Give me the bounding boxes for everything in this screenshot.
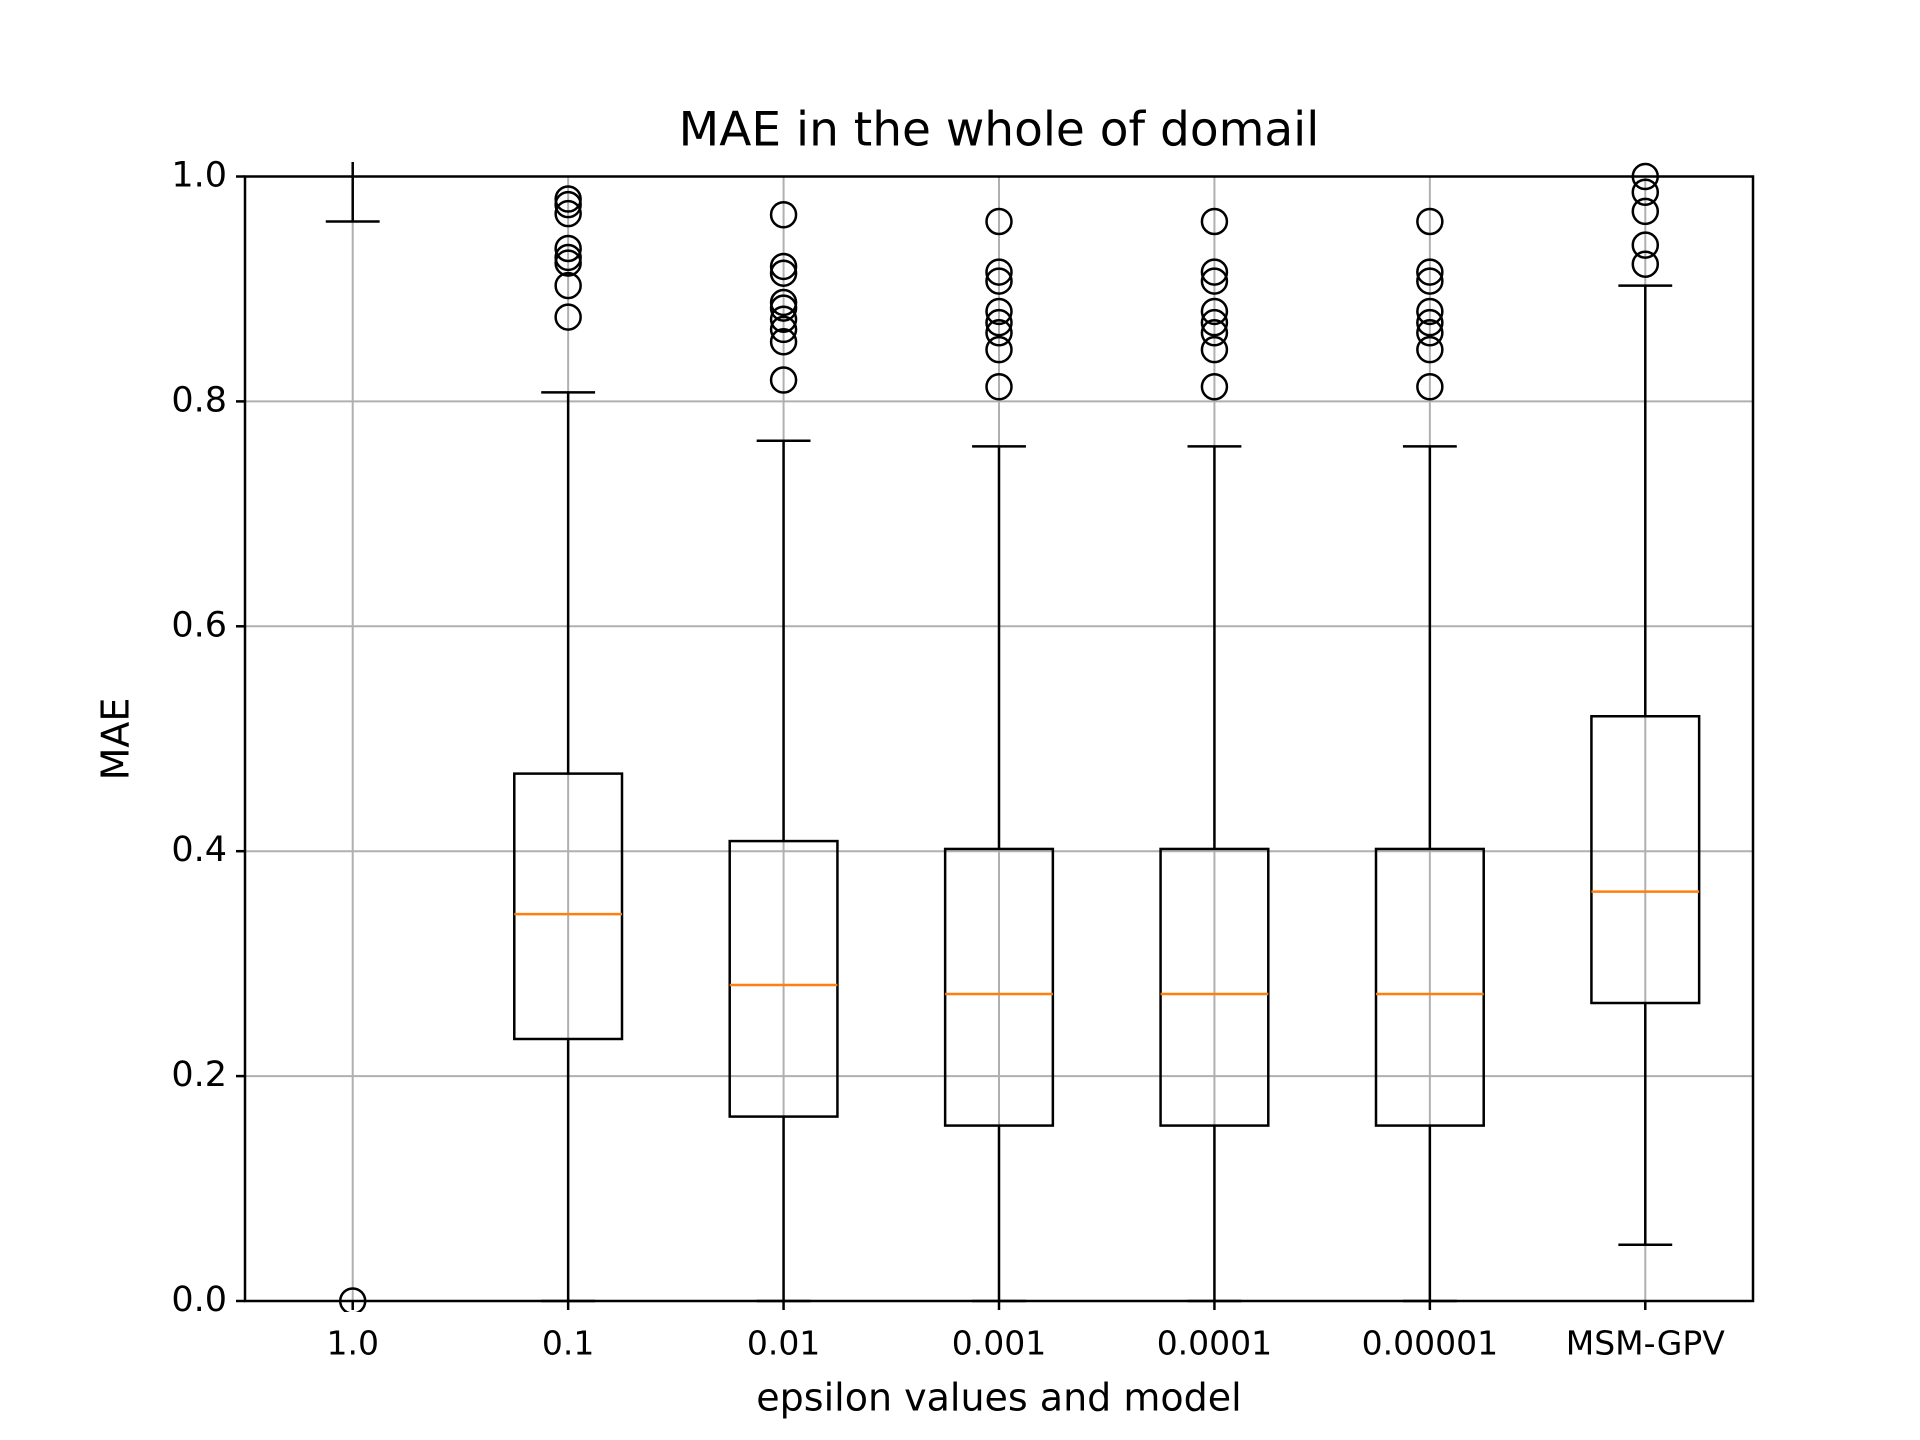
x-tick-label: 0.1 — [542, 1324, 594, 1363]
flier — [1416, 258, 1444, 286]
flier — [1416, 335, 1444, 364]
flier — [1416, 319, 1444, 347]
flier — [554, 234, 582, 263]
flier — [985, 319, 1013, 347]
x-tick-label: 0.00001 — [1362, 1324, 1498, 1363]
flier — [1200, 258, 1229, 286]
flier — [769, 200, 798, 229]
flier — [985, 373, 1013, 401]
box — [728, 839, 839, 1118]
flier — [1416, 308, 1444, 337]
flier — [769, 259, 798, 287]
flier — [1200, 308, 1229, 337]
box — [943, 847, 1055, 1127]
flier — [554, 271, 582, 300]
flier — [1416, 267, 1444, 295]
flier — [554, 303, 582, 331]
flier — [769, 366, 798, 394]
box — [1590, 715, 1701, 1005]
flier — [1200, 335, 1229, 364]
plot-area — [299, 0, 1701, 1312]
flier — [1200, 297, 1229, 326]
flier — [769, 252, 798, 281]
flier — [985, 308, 1013, 337]
flier — [1200, 373, 1229, 401]
y-tick-label: 0.4 — [171, 830, 227, 870]
flier — [1200, 319, 1229, 347]
flier — [769, 315, 798, 344]
y-tick-label: 0.8 — [171, 380, 227, 420]
flier — [1631, 250, 1660, 278]
flier — [1631, 231, 1660, 259]
flier — [1416, 373, 1444, 401]
flier — [1416, 297, 1444, 326]
x-tick-label: MSM-GPV — [1566, 1324, 1725, 1363]
x-tick-label: 0.001 — [952, 1324, 1046, 1363]
flier — [769, 328, 798, 356]
box — [1374, 847, 1485, 1127]
flier — [1631, 197, 1660, 226]
box — [513, 772, 624, 1041]
x-tick-label: 1.0 — [326, 1324, 378, 1363]
x-axis-label: epsilon values and model — [756, 1376, 1241, 1420]
chart-title: MAE in the whole of domail — [679, 103, 1320, 158]
y-tick-label: 0.0 — [171, 1280, 227, 1320]
flier — [985, 267, 1013, 295]
flier — [554, 243, 582, 272]
flier — [1200, 267, 1229, 295]
flier — [769, 288, 798, 317]
box — [1159, 847, 1270, 1127]
flier — [985, 335, 1013, 364]
y-tick-label: 0.2 — [171, 1055, 227, 1095]
flier — [985, 297, 1013, 326]
x-tick-label: 0.01 — [747, 1324, 820, 1363]
flier — [985, 207, 1013, 236]
flier — [554, 185, 582, 213]
flier — [1200, 207, 1229, 236]
x-tick-label: 0.0001 — [1157, 1324, 1272, 1363]
flier — [769, 305, 798, 334]
flier — [1631, 178, 1660, 206]
flier — [985, 258, 1013, 286]
y-axis-label: MAE — [94, 698, 138, 781]
flier — [554, 199, 582, 228]
flier — [1416, 207, 1444, 236]
box — [299, 0, 407, 120]
y-tick-label: 1.0 — [171, 156, 227, 196]
y-tick-label: 0.6 — [171, 605, 227, 645]
